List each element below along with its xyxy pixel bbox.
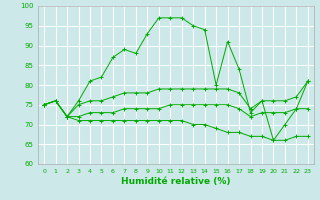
X-axis label: Humidité relative (%): Humidité relative (%) <box>121 177 231 186</box>
